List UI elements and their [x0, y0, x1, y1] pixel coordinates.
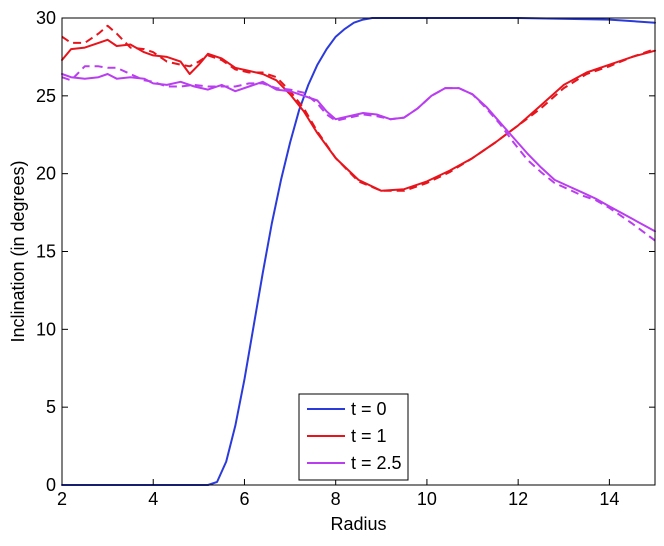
y-axis-label: Inclination (in degrees) — [8, 160, 28, 342]
y-tick-label: 25 — [36, 86, 56, 106]
y-tick-label: 15 — [36, 242, 56, 262]
y-tick-label: 20 — [36, 164, 56, 184]
legend: t = 0 t = 1 t = 2.5 — [298, 393, 409, 481]
y-tick-label: 10 — [36, 319, 56, 339]
series-line-2 — [61, 24, 656, 192]
x-tick-label: 12 — [508, 489, 528, 509]
legend-label: t = 0 — [351, 399, 387, 419]
x-tick-label: 10 — [417, 489, 437, 509]
legend-label: t = 2.5 — [351, 453, 402, 473]
x-tick-label: 8 — [331, 489, 341, 509]
legend-items: t = 0 t = 1 t = 2.5 — [307, 399, 402, 473]
x-tick-label: 4 — [148, 489, 158, 509]
ticks-layer: 2 4 6 8 10 12 14 0 5 10 15 20 25 30 — [36, 8, 655, 509]
y-tick-label: 0 — [46, 475, 56, 495]
x-tick-label: 6 — [239, 489, 249, 509]
legend-label: t = 1 — [351, 426, 387, 446]
y-tick-label: 5 — [46, 397, 56, 417]
x-tick-label: 14 — [599, 489, 619, 509]
x-axis-label: Radius — [330, 514, 386, 534]
y-tick-label: 30 — [36, 8, 56, 28]
series-line-1 — [61, 38, 656, 192]
x-tick-label: 2 — [57, 489, 67, 509]
series-line-3 — [61, 73, 656, 233]
series-line-4 — [61, 65, 656, 242]
